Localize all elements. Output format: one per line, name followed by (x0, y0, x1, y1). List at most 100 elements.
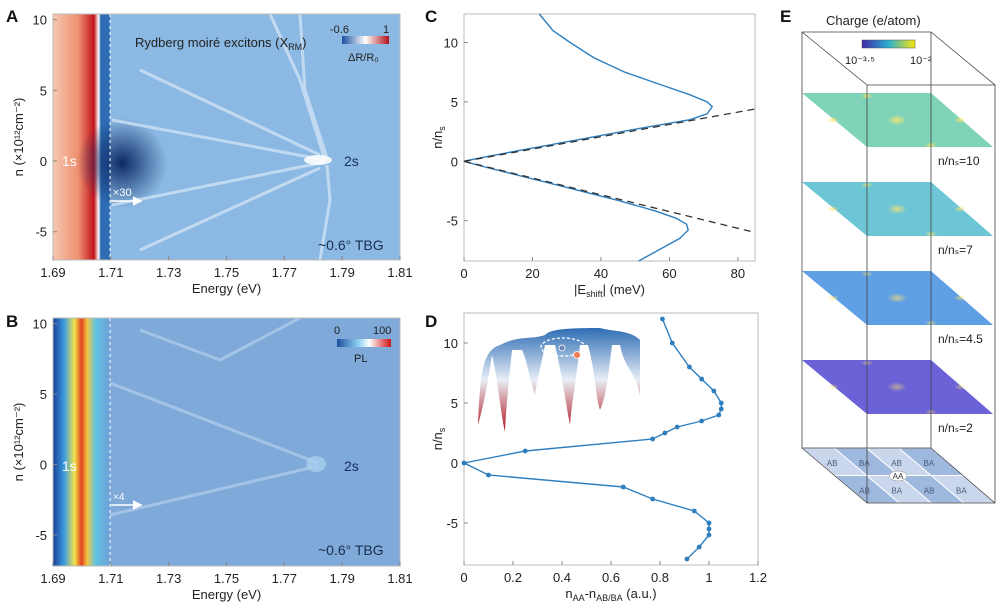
x-tick-label: 1.81 (387, 265, 412, 280)
colorbar-b-min: 0 (334, 325, 340, 337)
2s-bright-spot (304, 155, 332, 165)
charge-hotspot (887, 204, 907, 214)
charge-hotspot (887, 293, 907, 303)
x-tick-label: 1.79 (330, 571, 355, 586)
panel-d-axes: 0 0.2 0.4 0.6 0.8 1 1.2 -5 0 5 10 nAA-nAB/BA (a.u.)… (430, 312, 767, 603)
panel-c-axes: 0 20 40 60 80 -5 0 5 10 |Eshift| (meV) n/ns (430, 13, 756, 299)
heatmap-dark-region (77, 118, 167, 208)
x-tick-label: 0.2 (504, 570, 522, 585)
y-tick-label: 5 (40, 387, 47, 402)
colorbar-b-label: PL (354, 353, 367, 365)
x-tick-label: 0.8 (651, 570, 669, 585)
label-2s: 2s (344, 458, 359, 474)
data-point (669, 340, 675, 346)
y-axis-label: n/ns (430, 126, 447, 149)
x-tick-label: 1.75 (214, 265, 239, 280)
charge-layer: n/nₛ=2 (802, 360, 993, 435)
y-tick-label: 10 (444, 336, 458, 351)
charge-layer: n/nₛ=10 (802, 93, 993, 168)
x-axis-label: |Eshift| (meV) (574, 282, 645, 299)
sample-label: ~0.6° TBG (318, 237, 384, 253)
colorbar-e-min: 10⁻³·⁵ (845, 55, 875, 67)
y-tick-label: 5 (40, 83, 47, 98)
data-point (650, 496, 656, 502)
x-tick-label: 1.75 (214, 571, 239, 586)
fit-dashed-line (463, 160, 756, 234)
charge-hotspot (827, 117, 839, 123)
x-tick-label: 20 (525, 266, 539, 281)
box-frame (801, 31, 997, 504)
data-point (718, 400, 724, 406)
x-tick-label: 1.69 (40, 265, 65, 280)
x-tick-label: 1.77 (272, 571, 297, 586)
charge-hotspot (827, 295, 839, 301)
stacking-label: BA (859, 459, 870, 468)
charge-hotspot (954, 384, 966, 390)
data-point (461, 460, 467, 466)
colorbar-e-max: 10⁻² (910, 55, 932, 67)
colorbar-a (342, 36, 389, 44)
y-tick-label: -5 (446, 214, 458, 229)
layer-label: n/nₛ=4.5 (938, 332, 983, 346)
moire-potential-inset (478, 328, 640, 432)
y-tick-label: 10 (444, 36, 458, 51)
panel-b-annotations: 1s 2s ×4 ~0.6° TBG 0 100 PL (62, 325, 391, 558)
layer-label: n/nₛ=2 (938, 421, 973, 435)
y-tick-label: 5 (451, 396, 458, 411)
y-tick-label: -5 (35, 225, 47, 240)
stacking-label: BA (924, 459, 935, 468)
heatmap-1s-band (53, 318, 110, 566)
y-tick-label: -5 (35, 528, 47, 543)
colorbar-a-max: 1 (383, 24, 389, 36)
charge-layer: n/nₛ=4.5 (802, 271, 993, 346)
x-tick-label: 1.2 (749, 570, 767, 585)
data-point (706, 532, 712, 538)
charge-hotspot (954, 295, 966, 301)
data-point (687, 364, 692, 370)
x-tick-label: 0 (460, 570, 467, 585)
panel-letter-c: C (425, 7, 437, 26)
data-point (662, 430, 668, 436)
data-point (522, 448, 528, 454)
panel-a-annotations: Rydberg moiré excitons (XRM) 1s 2s ×30 ~… (62, 24, 389, 253)
y-tick-label: 5 (451, 95, 458, 110)
potential-surface (478, 328, 640, 432)
panel-a-axes: 1.69 1.71 1.73 1.75 1.77 1.79 1.81 -5 0 5 10 Energy… (11, 13, 413, 296)
y-axis-label: n/ns (430, 427, 447, 450)
data-point (696, 544, 702, 550)
stacking-domain (929, 475, 998, 504)
data-point (674, 424, 680, 430)
data-point (718, 406, 724, 412)
data-point (620, 484, 626, 490)
x-axis-label: Energy (eV) (192, 587, 261, 602)
plot-frame (463, 13, 756, 262)
panel-e-title: Charge (e/atom) (826, 13, 921, 28)
data-point (716, 412, 722, 418)
y-tick-label: 0 (40, 458, 47, 473)
charge-hotspot (887, 115, 907, 125)
multiplier-label: ×4 (113, 492, 125, 503)
panel-a-heatmap (53, 14, 400, 260)
data-point (650, 436, 656, 442)
sample-label: ~0.6° TBG (318, 542, 384, 558)
colorbar-a-label: ΔR/R₀ (348, 52, 379, 64)
x-tick-label: 0.4 (553, 570, 571, 585)
stacking-label: AB (827, 459, 838, 468)
data-point (706, 520, 712, 526)
colorbar-b (337, 339, 391, 347)
x-tick-label: 1.71 (98, 265, 123, 280)
data-point (699, 376, 705, 382)
data-line (463, 13, 714, 262)
x-axis-label: nAA-nAB/BA (a.u.) (565, 586, 656, 603)
y-tick-label: 0 (451, 154, 458, 169)
x-tick-label: 1.77 (272, 265, 297, 280)
stacking-base: AB BA AB BA AB BA AB BA AA (800, 447, 998, 504)
arrow-right-icon (111, 196, 143, 206)
stacking-label: BA (956, 487, 967, 496)
aa-site (888, 470, 908, 482)
x-tick-label: 60 (662, 266, 676, 281)
label-1s: 1s (62, 153, 77, 169)
y-axis-label: n (×10¹²cm⁻²) (11, 98, 26, 177)
data-point (711, 388, 717, 394)
x-tick-label: 1.69 (40, 571, 65, 586)
